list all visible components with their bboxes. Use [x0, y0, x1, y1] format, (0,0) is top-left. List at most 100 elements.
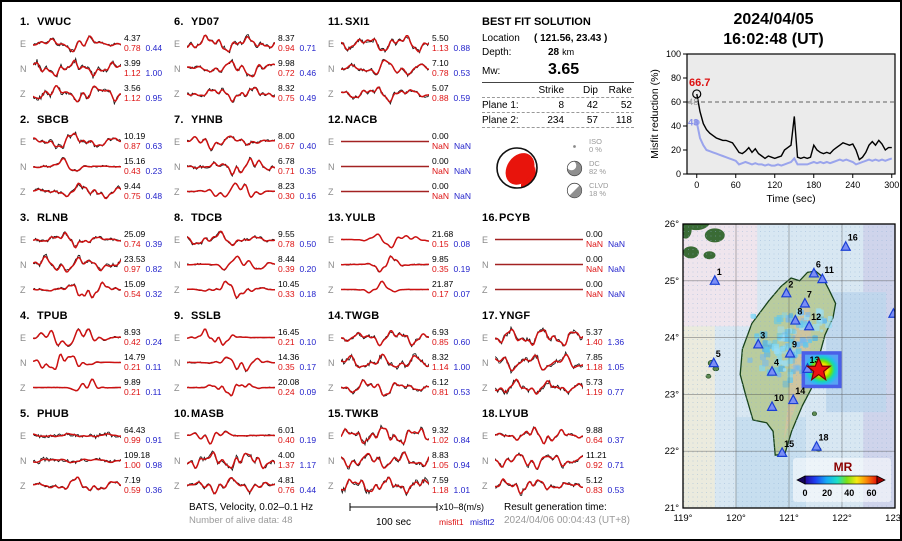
component-label: E	[20, 136, 27, 147]
component-label: Z	[482, 382, 488, 393]
misfit1-value: 0.87	[124, 140, 141, 151]
time-scale-bar: 100 sec	[346, 502, 441, 529]
misfit2-value: 0.60	[453, 336, 471, 347]
unit-label: x10–8(m/s)	[439, 502, 485, 512]
chart-ytick-60: 60	[671, 97, 681, 107]
misfit1-value: NaN	[586, 263, 604, 274]
misfit1-value: 0.35	[432, 263, 449, 274]
misfit-values: 0.30 0.16	[278, 191, 316, 202]
misfit1-value: 0.42	[124, 336, 141, 347]
component-label: N	[174, 63, 181, 74]
channel-values: 10.19 0.87 0.63	[124, 131, 163, 151]
station-marker-icon-14	[787, 393, 799, 405]
station-name: PCYB	[499, 212, 531, 224]
component-label: E	[20, 38, 27, 49]
amplitude-value: 64.43	[124, 425, 146, 435]
amplitude-value: 14.79	[124, 352, 146, 362]
waveform-trace-yhnb-n	[187, 156, 275, 178]
channel-values: 64.43 0.99 0.91	[124, 425, 162, 446]
misfit2-value: 0.44	[299, 484, 317, 495]
waveform-trace-sbcb-z	[33, 182, 121, 200]
misfit2-value: 0.98	[145, 459, 163, 470]
channel-row-e: E 21.68 0.15 0.08	[328, 227, 480, 252]
channel-row-z: Z 6.12 0.81 0.53	[328, 375, 480, 400]
channel-row-e: E 8.93 0.42 0.24	[20, 325, 172, 350]
component-label: Z	[328, 284, 334, 295]
misfit-values: 1.19 0.77	[586, 387, 624, 398]
station-header: 2. SBCB	[20, 114, 172, 129]
station-block-sxi1: 11. SXI1 E 5.50 1.13 0.88 N 7.10 0.78 0.53 Z 5.07 0.…	[328, 16, 480, 108]
map-lon-label-121: 121°	[779, 513, 799, 524]
channel-values: 8.32 1.14 1.00	[432, 352, 470, 372]
misfit-values: 1.18 1.01	[432, 485, 470, 496]
channel-values: 6.01 0.40 0.19	[278, 425, 316, 446]
misfit-values: 1.13 0.88	[432, 43, 470, 54]
waveform-trace-vwuc-n	[33, 57, 121, 79]
station-name: YULB	[345, 212, 376, 224]
amplitude-value: 9.88	[586, 425, 603, 435]
station-marker-icon-11	[816, 272, 828, 284]
amplitude-value: 6.12	[432, 377, 449, 387]
misfit-values: 0.40 0.19	[278, 434, 316, 446]
channel-values: 5.50 1.13 0.88	[432, 33, 470, 54]
amplitude-value: 16.45	[278, 327, 300, 337]
station-marker-label-2: 2	[788, 279, 793, 289]
component-label: E	[328, 136, 335, 147]
station-name: TDCB	[191, 212, 223, 224]
misfit1-value: 0.15	[432, 238, 449, 249]
station-marker-label-6: 6	[816, 259, 821, 269]
map-lat-label-22: 22°	[665, 446, 680, 457]
misfit-values: 0.99 0.91	[124, 435, 162, 446]
misfit-values: NaN NaN	[586, 289, 625, 300]
col-header-strike: Strike	[538, 84, 564, 96]
amplitude-value: 5.07	[432, 83, 449, 93]
station-block-twkb: 15.TWKB E 9.32 1.02 0.84 N 8.83 1.05 0.94 Z 7.59 1.…	[328, 408, 480, 500]
map-lon-label-119: 119°	[674, 513, 693, 524]
misfit2-value: 0.23	[145, 165, 163, 176]
iso-pct: 0 %	[589, 145, 602, 154]
component-label: N	[482, 455, 489, 466]
misfit2-value: 0.63	[145, 140, 163, 151]
misfit2-value: 0.71	[299, 42, 317, 53]
station-marker-icon-8	[789, 314, 801, 325]
component-label: E	[482, 332, 489, 343]
channel-row-z: Z 21.87 0.17 0.07	[328, 277, 480, 302]
depth-unit: km	[562, 47, 575, 57]
misfit-values: 1.18 1.05	[586, 362, 624, 373]
misfit-values: 1.40 1.36	[586, 337, 624, 348]
channel-values: 0.00 NaN NaN	[586, 254, 625, 274]
amplitude-value: 0.00	[432, 156, 449, 166]
misfit1-value: 0.40	[278, 434, 295, 445]
channel-row-e: E 8.00 0.67 0.40	[174, 129, 326, 154]
channel-row-z: Z 4.81 0.76 0.44	[174, 473, 326, 498]
channel-values: 3.56 1.12 0.95	[124, 83, 162, 103]
waveform-trace-yngf-z	[495, 378, 583, 396]
map-lon-label-120: 120°	[726, 513, 746, 524]
misfit1-value: 0.64	[586, 434, 603, 445]
station-header: 4. TPUB	[20, 310, 172, 325]
chart-ytick-40: 40	[671, 121, 681, 131]
waveform-trace-tdcb-e	[187, 230, 275, 247]
component-label: E	[174, 38, 181, 49]
focal-mechanism-beachball-icon	[496, 147, 538, 189]
misfit-values: NaN NaN	[432, 166, 471, 177]
waveform-trace-twgb-e	[341, 330, 429, 348]
station-block-lyub: 18.LYUB E 9.88 0.64 0.37 N 11.21 0.92 0.71 Z 5.12 0…	[482, 408, 642, 500]
result-generation-time: Result generation time: 2024/04/06 00:04…	[504, 501, 630, 527]
station-name: SXI1	[345, 16, 370, 28]
chart-xtick-0: 0	[694, 180, 699, 190]
misfit-values: NaN NaN	[432, 141, 471, 152]
amplitude-value: 15.16	[124, 156, 146, 166]
component-label: Z	[20, 186, 26, 197]
channel-values: 23.53 0.97 0.82	[124, 254, 162, 274]
misfit1-value: 0.88	[432, 92, 449, 103]
amplitude-value: 8.44	[278, 254, 295, 264]
misfit2-value: 0.07	[453, 288, 471, 299]
channel-values: 0.00 NaN NaN	[586, 229, 625, 249]
station-number: 14.	[328, 310, 344, 322]
station-marker-label-5: 5	[716, 349, 721, 359]
amplitude-value: 0.00	[432, 181, 449, 191]
misfit-values: 0.15 0.08	[432, 238, 470, 250]
waveform-trace-masb-n	[187, 450, 275, 472]
misfit-values: 0.21 0.10	[278, 337, 316, 348]
